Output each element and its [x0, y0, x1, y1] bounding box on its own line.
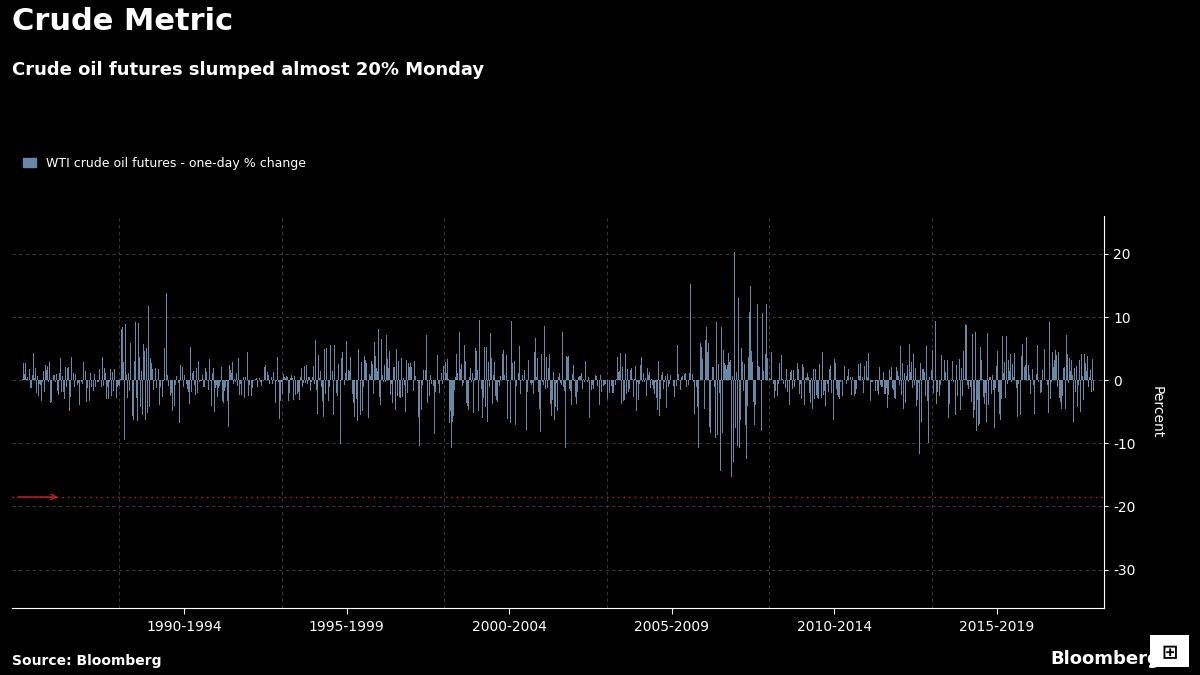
Text: ⊞: ⊞	[1162, 643, 1177, 662]
Text: Bloomberg: Bloomberg	[1050, 650, 1159, 668]
Text: Crude oil futures slumped almost 20% Monday: Crude oil futures slumped almost 20% Mon…	[12, 61, 484, 79]
Y-axis label: Percent: Percent	[1150, 385, 1163, 438]
Text: Crude Metric: Crude Metric	[12, 7, 233, 36]
Legend: WTI crude oil futures - one-day % change: WTI crude oil futures - one-day % change	[18, 152, 311, 175]
Text: Source: Bloomberg: Source: Bloomberg	[12, 654, 162, 668]
